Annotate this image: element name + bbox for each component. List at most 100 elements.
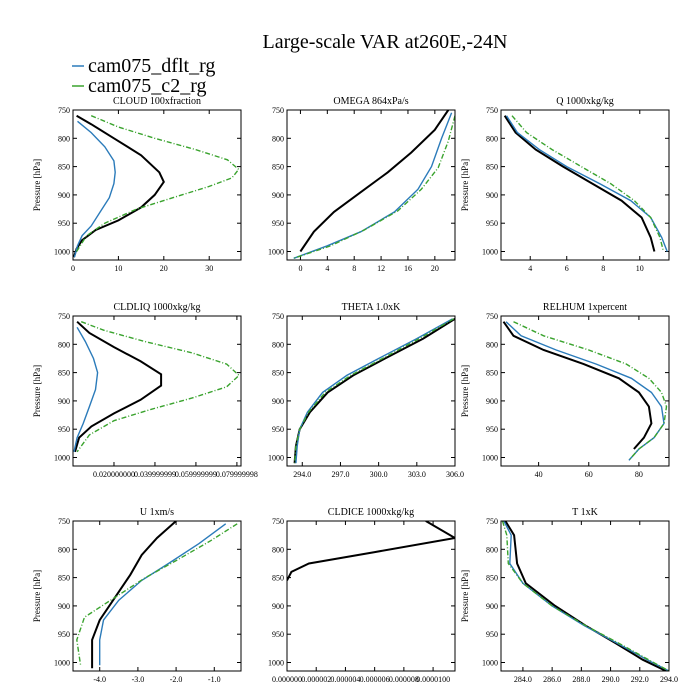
x-tick-label: 8 <box>352 264 356 273</box>
y-axis-label: Pressure [hPa] <box>460 570 470 622</box>
y-tick-label: 800 <box>486 340 498 349</box>
x-tick-label: 0.000000 <box>272 675 302 684</box>
panel-title: CLOUD 100xfraction <box>113 96 201 107</box>
x-tick-label: 20 <box>431 264 439 273</box>
y-tick-label: 900 <box>58 191 70 200</box>
y-tick-label: 750 <box>486 312 498 321</box>
y-axis-label: Pressure [hPa] <box>32 365 42 417</box>
series-line <box>502 321 653 450</box>
x-tick-label: 8 <box>601 264 605 273</box>
y-axis-label: Pressure [hPa] <box>460 365 470 417</box>
x-tick-label: 20 <box>160 264 168 273</box>
chart-panel: CLDICE 1000xkg/kg 750 800 850 900 950 1000 0.00… <box>268 507 456 684</box>
chart-panel: U 1xm/s Pressure [hPa] 750 800 850 900 950 1000… <box>32 507 242 684</box>
y-tick-label: 800 <box>486 545 498 554</box>
y-tick-label: 850 <box>58 163 70 172</box>
y-tick-label: 900 <box>58 397 70 406</box>
x-tick-label: -3.0 <box>132 675 145 684</box>
series-line <box>73 120 116 258</box>
x-tick-label: 0.079999998 <box>216 470 258 479</box>
y-tick-label: 800 <box>272 545 284 554</box>
series-line <box>299 110 450 253</box>
y-tick-label: 1000 <box>482 248 498 257</box>
y-tick-label: 950 <box>58 219 70 228</box>
y-tick-label: 900 <box>58 602 70 611</box>
x-tick-label: 16 <box>404 264 412 273</box>
chart-panel: CLOUD 100xfraction Pressure [hPa] 750 800 85… <box>32 96 242 273</box>
x-tick-label: 10 <box>636 264 644 273</box>
x-tick-label: 292.0 <box>631 675 649 684</box>
y-tick-label: 900 <box>272 191 284 200</box>
series-line <box>91 521 177 669</box>
x-tick-label: 290.0 <box>602 675 620 684</box>
y-tick-label: 950 <box>272 630 284 639</box>
y-tick-label: 900 <box>272 397 284 406</box>
figure-title: Large-scale VAR at260E,-24N <box>263 31 508 53</box>
x-tick-label: -1.0 <box>208 675 221 684</box>
series-group <box>293 317 455 464</box>
y-tick-label: 800 <box>58 340 70 349</box>
y-tick-label: 750 <box>272 517 284 526</box>
series-line <box>293 317 455 464</box>
y-tick-label: 950 <box>272 219 284 228</box>
x-tick-label: 306.0 <box>446 470 464 479</box>
y-tick-label: 1000 <box>482 454 498 463</box>
series-line <box>74 320 163 453</box>
y-tick-label: 850 <box>486 163 498 172</box>
chart-panel: RELHUM 1xpercent Pressure [hPa] 750 800 850 9… <box>460 302 670 479</box>
x-tick-label: 0 <box>298 264 302 273</box>
chart-panel: T 1xK Pressure [hPa] 750 800 850 900 950 1000 28… <box>460 507 678 684</box>
series-line <box>501 521 669 671</box>
x-tick-label: 40 <box>535 470 543 479</box>
x-tick-label: 303.0 <box>408 470 426 479</box>
y-tick-label: 850 <box>272 574 284 583</box>
y-tick-label: 900 <box>486 397 498 406</box>
y-axis-label: Pressure [hPa] <box>32 159 42 211</box>
y-tick-label: 750 <box>58 517 70 526</box>
chart-panel: Q 1000xkg/kg Pressure [hPa] 750 800 850 900 95… <box>460 96 670 273</box>
legend-label-dflt: cam075_dflt_rg <box>88 55 215 77</box>
y-tick-label: 900 <box>486 191 498 200</box>
series-line <box>98 523 227 666</box>
series-line <box>73 114 165 258</box>
y-tick-label: 950 <box>272 425 284 434</box>
legend: cam075_dflt_rg cam075_c2_rg <box>72 55 215 97</box>
panel-title: T 1xK <box>572 507 598 518</box>
panel-title: CLDLIQ 1000xkg/kg <box>114 302 201 313</box>
y-tick-label: 800 <box>58 134 70 143</box>
x-tick-label: 60 <box>585 470 593 479</box>
x-tick-label: 284.0 <box>514 675 532 684</box>
series-line <box>76 321 241 453</box>
plot-frame <box>72 109 242 261</box>
x-tick-label: 297.0 <box>331 470 349 479</box>
x-tick-label: 288.0 <box>572 675 590 684</box>
series-line <box>76 115 240 252</box>
y-tick-label: 1000 <box>482 659 498 668</box>
x-tick-label: 0.0000100 <box>416 675 450 684</box>
x-tick-label: 0.000008 <box>389 675 419 684</box>
series-group <box>73 320 241 453</box>
x-tick-label: 30 <box>205 264 213 273</box>
series-line <box>76 523 238 666</box>
y-tick-label: 900 <box>486 602 498 611</box>
plot-frame <box>500 520 670 672</box>
y-tick-label: 950 <box>486 425 498 434</box>
series-line <box>293 112 453 259</box>
series-line <box>293 115 455 259</box>
y-tick-label: 750 <box>58 106 70 115</box>
x-tick-label: 0.059999999 <box>175 470 217 479</box>
x-tick-label: -4.0 <box>93 675 106 684</box>
x-tick-label: 80 <box>635 470 643 479</box>
y-axis-label: Pressure [hPa] <box>460 159 470 211</box>
series-line <box>295 318 453 464</box>
y-tick-label: 1000 <box>54 454 70 463</box>
x-tick-label: 10 <box>114 264 122 273</box>
plot-frame <box>286 520 456 672</box>
y-tick-label: 850 <box>486 574 498 583</box>
y-tick-label: 950 <box>58 425 70 434</box>
series-group <box>293 110 455 259</box>
series-line <box>503 521 669 671</box>
chart-panel: THETA 1.0xK 750 800 850 900 950 1000 294.0 297.0… <box>268 302 464 479</box>
series-group <box>502 321 668 461</box>
